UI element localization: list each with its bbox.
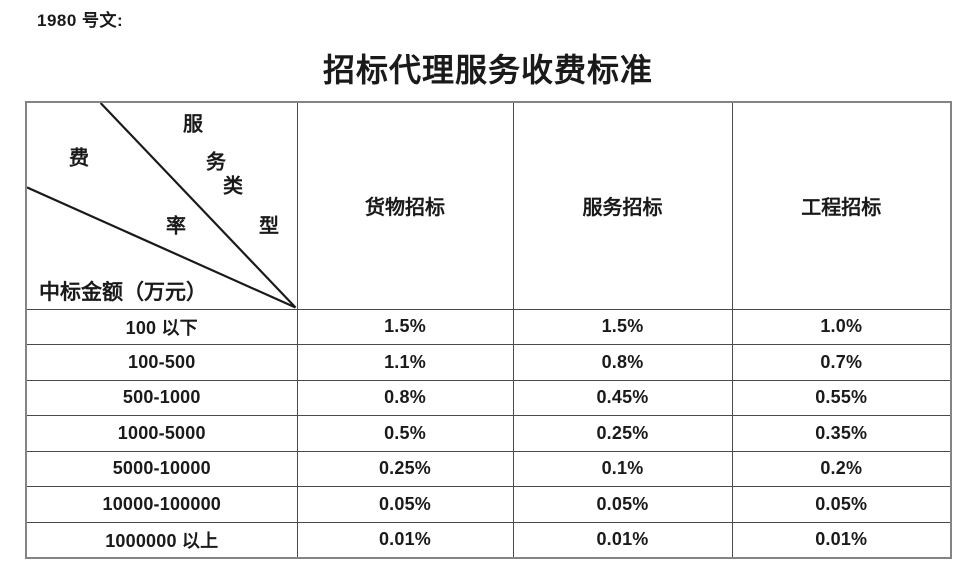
- table-row: 10000-100000 0.05% 0.05% 0.05%: [25, 486, 952, 523]
- amount-range-cell: 100 以下: [25, 308, 298, 345]
- rate-cell: 0.25%: [512, 415, 733, 452]
- doc-number-label: 1980 号文:: [37, 11, 124, 30]
- rate-cell: 0.55%: [731, 379, 952, 416]
- diagonal-corner-cell: 服 费 务 类 率 型 中标金额（万元）: [25, 101, 298, 310]
- corner-char-fee-rate-1: 费: [69, 147, 89, 170]
- rate-cell: 0.01%: [512, 521, 733, 558]
- amount-range-cell: 5000-10000: [25, 450, 298, 487]
- rate-cell: 0.5%: [296, 415, 514, 452]
- col-header-service-bidding: 服务招标: [512, 101, 733, 310]
- rate-cell: 1.5%: [512, 308, 733, 345]
- diagonal-lines-icon: [27, 103, 296, 308]
- rate-cell: 0.2%: [731, 450, 952, 487]
- rate-cell: 0.01%: [296, 521, 514, 558]
- table-row: 500-1000 0.8% 0.45% 0.55%: [25, 379, 952, 416]
- rate-cell: 0.1%: [512, 450, 733, 487]
- fee-rate-table: 服 费 务 类 率 型 中标金额（万元） 货物招标 服务招标 工程招标 100 …: [25, 101, 952, 559]
- table-header-row: 服 费 务 类 率 型 中标金额（万元） 货物招标 服务招标 工程招标: [25, 101, 952, 310]
- rate-cell: 0.25%: [296, 450, 514, 487]
- table-row: 1000000 以上 0.01% 0.01% 0.01%: [25, 521, 952, 558]
- rate-cell: 1.1%: [296, 344, 514, 381]
- rate-cell: 0.05%: [731, 486, 952, 523]
- table-row: 100 以下 1.5% 1.5% 1.0%: [25, 308, 952, 345]
- corner-char-service-type-4: 型: [259, 215, 279, 238]
- amount-axis-label: 中标金额（万元）: [39, 280, 207, 304]
- rate-cell: 0.05%: [296, 486, 514, 523]
- page-title: 招标代理服务收费标准: [322, 52, 653, 88]
- rate-cell: 0.45%: [512, 379, 733, 416]
- col-header-engineering-bidding: 工程招标: [731, 101, 952, 310]
- corner-char-fee-rate-2: 率: [166, 215, 186, 238]
- amount-range-cell: 100-500: [25, 344, 298, 381]
- table-row: 100-500 1.1% 0.8% 0.7%: [25, 344, 952, 381]
- table-row: 5000-10000 0.25% 0.1% 0.2%: [25, 450, 952, 487]
- corner-char-service-type-2: 务: [206, 151, 226, 174]
- rate-cell: 0.05%: [512, 486, 733, 523]
- amount-range-cell: 10000-100000: [25, 486, 298, 523]
- rate-cell: 0.01%: [731, 521, 952, 558]
- corner-char-service-type-3: 类: [223, 175, 243, 198]
- corner-char-service-type-1: 服: [183, 113, 203, 136]
- col-header-goods-bidding: 货物招标: [296, 101, 514, 310]
- rate-cell: 0.7%: [731, 344, 952, 381]
- rate-cell: 0.8%: [296, 379, 514, 416]
- table-row: 1000-5000 0.5% 0.25% 0.35%: [25, 415, 952, 452]
- rate-cell: 1.0%: [731, 308, 952, 345]
- amount-range-cell: 1000-5000: [25, 415, 298, 452]
- rate-cell: 1.5%: [296, 308, 514, 345]
- rate-cell: 0.35%: [731, 415, 952, 452]
- amount-range-cell: 1000000 以上: [25, 521, 298, 558]
- rate-cell: 0.8%: [512, 344, 733, 381]
- amount-range-cell: 500-1000: [25, 379, 298, 416]
